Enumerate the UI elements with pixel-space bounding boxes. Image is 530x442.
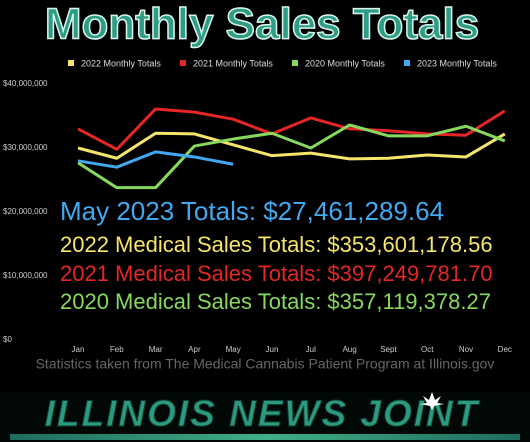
annotation: 2020 Medical Sales Totals: $357,119,378.…	[60, 289, 491, 314]
annotation: 2022 Medical Sales Totals: $353,601,178.…	[60, 232, 493, 257]
x-tick-label: Feb	[110, 345, 124, 354]
legend-label: 2022 Monthly Totals	[81, 58, 161, 68]
y-tick-label: $30,000,000	[3, 143, 48, 152]
x-tick-label: Mar	[149, 345, 163, 354]
series-line	[77, 131, 506, 161]
y-tick-label: $10,000,000	[3, 271, 48, 280]
y-tick-label: $0	[3, 335, 12, 344]
series-line	[77, 150, 234, 169]
legend-label: 2020 Monthly Totals	[305, 58, 385, 68]
x-tick-label: Dec	[498, 345, 512, 354]
brand-name: ILLINOIS NEWS JOINT	[45, 393, 481, 434]
x-tick-label: Jan	[72, 345, 85, 354]
x-tick-label: Apr	[188, 345, 201, 354]
x-tick-label: Jul	[306, 345, 316, 354]
source-note: Statistics taken from The Medical Cannab…	[36, 356, 495, 372]
plot: $0 $10,000,000 $20,000,000 $30,000,000 $40,0…	[3, 58, 512, 354]
banner	[0, 392, 530, 442]
series-line	[77, 123, 506, 190]
x-tick-label: Aug	[342, 345, 356, 354]
legend-swatch	[180, 60, 186, 66]
legend-label: 2021 Monthly Totals	[193, 58, 273, 68]
x-tick-label: Jun	[266, 345, 279, 354]
chart-title: Monthly Sales Totals	[45, 0, 479, 49]
legend-label: 2023 Monthly Totals	[417, 58, 497, 68]
annotation: May 2023 Totals: $27,461,289.64	[60, 196, 444, 226]
y-tick-label: $40,000,000	[3, 79, 48, 88]
legend-swatch	[68, 60, 74, 66]
x-tick-label: Sept	[380, 345, 397, 354]
annotation: 2021 Medical Sales Totals: $397,249,781.…	[60, 261, 493, 286]
y-tick-label: $20,000,000	[3, 207, 48, 216]
legend-swatch	[292, 60, 298, 66]
leaf-icon	[420, 392, 444, 410]
x-tick-label: Oct	[421, 345, 434, 354]
legend-swatch	[404, 60, 410, 66]
x-tick-label: Nov	[459, 345, 473, 354]
x-tick-label: May	[226, 345, 241, 354]
banner-stripe	[10, 434, 520, 440]
